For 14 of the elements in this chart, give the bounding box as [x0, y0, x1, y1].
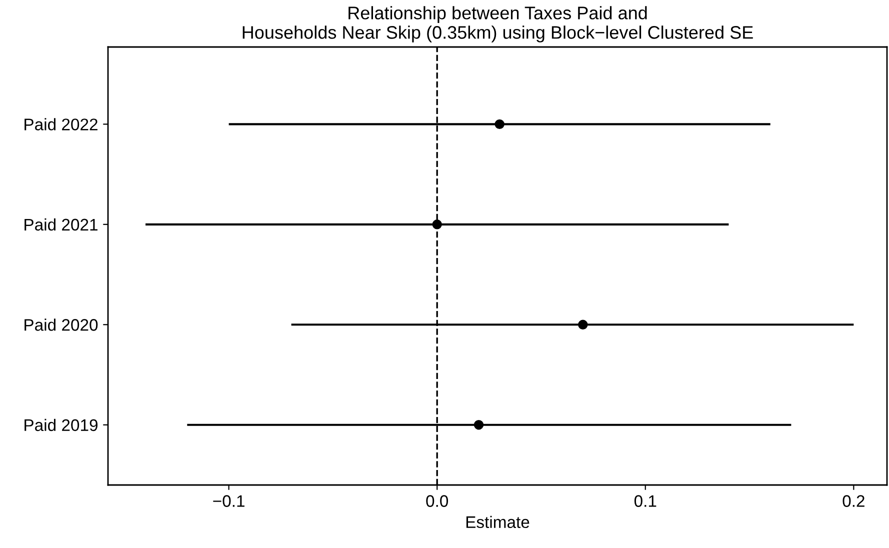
point — [578, 320, 588, 330]
x-tick-label: 0.0 — [426, 495, 448, 507]
x-tick-label: 0.2 — [842, 495, 864, 507]
point — [432, 220, 442, 230]
chart-title: Relationship between Taxes Paid and Households Near Skip (0.35km) using Block−level Clustered SE — [242, 6, 753, 42]
point — [474, 420, 484, 430]
x-axis-title: Estimate — [466, 516, 530, 528]
y-tick-label: Paid 2020 — [24, 318, 98, 331]
point — [494, 119, 504, 130]
y-tick-label: Paid 2019 — [24, 418, 98, 432]
y-tick-label: Paid 2022 — [24, 118, 98, 130]
x-tick-label: 0.1 — [634, 495, 656, 507]
x-tick-label: −0.1 — [213, 495, 244, 507]
y-tick-label: Paid 2021 — [24, 218, 98, 231]
